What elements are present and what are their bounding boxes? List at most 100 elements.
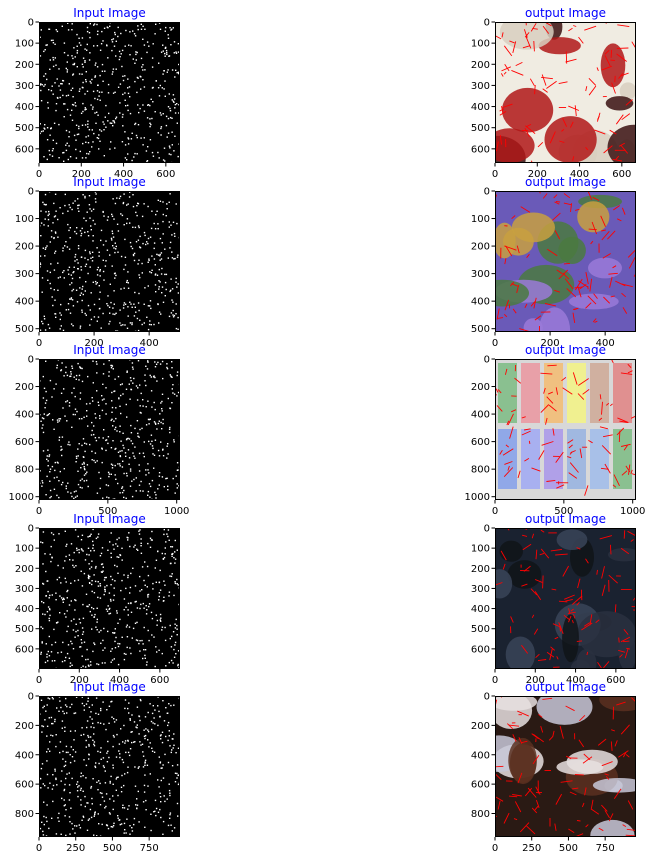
edge-pixel: [53, 388, 55, 390]
edge-pixel: [65, 545, 67, 547]
edge-pixel: [113, 587, 115, 589]
edge-pixel: [75, 374, 78, 377]
edge-pixel: [54, 469, 56, 472]
edge-pixel: [46, 653, 48, 655]
edge-pixel: [150, 390, 153, 392]
edge-pixel: [132, 254, 135, 257]
edge-pixel: [177, 328, 179, 330]
edge-pixel: [70, 807, 72, 809]
edge-pixel: [127, 539, 129, 541]
edge-pixel: [87, 547, 90, 549]
edge-pixel: [122, 125, 124, 127]
edge-pixel: [39, 778, 42, 780]
edge-pixel: [56, 578, 58, 581]
edge-pixel: [154, 264, 156, 266]
red-edge-overlay: [521, 430, 531, 436]
edge-pixel: [112, 767, 114, 769]
edge-pixel: [142, 64, 144, 66]
edge-pixel: [70, 373, 72, 375]
edge-pixel: [69, 706, 71, 708]
edge-pixel: [108, 756, 110, 759]
edge-pixel: [119, 465, 121, 467]
edge-pixel: [69, 444, 71, 446]
edge-pixel: [77, 245, 80, 247]
edge-pixel: [98, 631, 100, 633]
edge-pixel: [131, 480, 133, 482]
y-tick-label: 100: [471, 39, 490, 50]
edge-pixel: [80, 548, 83, 550]
edge-pixel: [78, 418, 81, 420]
edge-pixel: [127, 614, 129, 616]
edge-pixel: [41, 731, 43, 733]
edge-pixel: [160, 313, 162, 315]
axes-frame: [495, 528, 636, 669]
red-edge-overlay: [630, 539, 634, 542]
edge-pixel: [131, 741, 133, 744]
edge-pixel: [76, 495, 78, 497]
edge-pixel: [115, 117, 117, 120]
edge-pixel: [98, 780, 100, 782]
edge-pixel: [94, 580, 97, 583]
edge-pixel: [176, 764, 179, 766]
edge-pixel: [42, 830, 44, 833]
axes-frame: [39, 528, 180, 669]
red-edge-overlay: [614, 604, 617, 613]
red-edge-overlay: [627, 363, 632, 369]
edge-pixel: [155, 646, 157, 648]
y-tick-label: 400: [471, 750, 490, 761]
edge-pixel: [101, 792, 103, 795]
edge-pixel: [84, 257, 86, 259]
edge-pixel: [86, 26, 89, 29]
x-tick-label: 0: [492, 169, 498, 180]
red-edge-overlay: [511, 69, 524, 76]
edge-pixel: [168, 661, 170, 664]
edge-pixel: [99, 291, 101, 293]
red-edge-overlay: [571, 787, 579, 790]
edge-pixel: [133, 252, 136, 255]
edge-pixel: [42, 247, 44, 249]
edge-pixel: [117, 794, 119, 797]
edge-pixel: [80, 234, 82, 237]
edge-pixel: [154, 709, 156, 711]
edge-pixel: [139, 650, 141, 652]
edge-pixel: [69, 156, 72, 158]
edge-pixel: [111, 230, 113, 232]
edge-pixel: [68, 799, 71, 801]
edge-pixel: [86, 49, 88, 51]
edge-pixel: [160, 273, 163, 275]
edge-pixel: [44, 661, 47, 664]
edge-pixel: [86, 553, 88, 556]
y-tick-label: 400: [15, 410, 34, 421]
edge-pixel: [165, 273, 168, 276]
red-edge-overlay: [625, 754, 630, 758]
edge-pixel: [118, 556, 120, 558]
x-tick-label: 500: [103, 843, 122, 854]
edge-pixel: [179, 457, 180, 459]
edge-pixel: [91, 580, 93, 582]
edge-pixel: [81, 299, 83, 302]
y-tick-label: 0: [484, 524, 490, 535]
edge-pixel: [179, 439, 180, 441]
edge-pixel: [127, 287, 130, 289]
edge-pixel: [123, 574, 125, 576]
edge-pixel: [120, 394, 122, 397]
edge-pixel: [139, 405, 141, 407]
red-edge-overlay: [623, 629, 629, 635]
edge-pixel: [119, 195, 122, 198]
edge-pixel: [106, 752, 108, 754]
red-edge-overlay: [567, 439, 574, 444]
red-edge-overlay: [523, 29, 527, 37]
edge-pixel: [133, 303, 135, 305]
red-edge-overlay: [504, 258, 507, 265]
edge-pixel: [85, 777, 87, 779]
edge-pixel: [78, 210, 80, 212]
red-edge-overlay: [562, 118, 568, 127]
edge-pixel: [158, 420, 160, 422]
edge-pixel: [169, 624, 171, 627]
axes-frame: [39, 22, 180, 163]
edge-pixel: [102, 80, 104, 82]
red-edge-overlay: [626, 828, 636, 831]
edge-pixel: [53, 539, 55, 541]
edge-pixel: [135, 385, 138, 387]
edge-pixel: [41, 641, 43, 643]
